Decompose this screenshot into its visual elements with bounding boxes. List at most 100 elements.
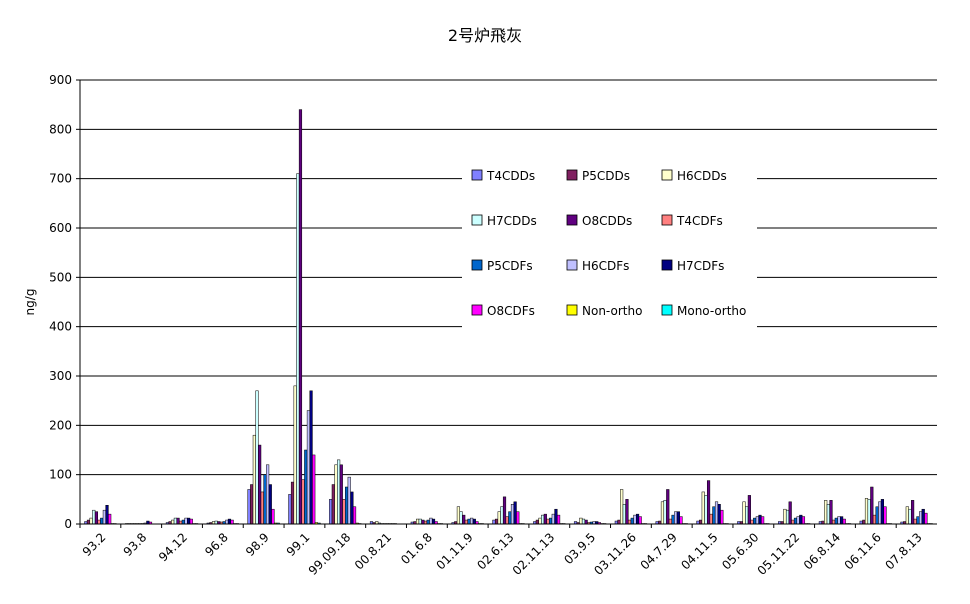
bar: [908, 508, 912, 525]
bar: [86, 519, 91, 525]
legend-label: P5CDFs: [487, 259, 533, 273]
bar: [546, 518, 550, 525]
bar: [620, 489, 624, 525]
bar: [337, 459, 341, 525]
bar: [508, 511, 512, 525]
bar: [108, 513, 112, 525]
x-tick-label: 04.11.5: [678, 530, 720, 572]
x-tick-label: 93.2: [80, 530, 109, 559]
bar: [247, 489, 251, 525]
bar: [625, 499, 629, 525]
x-tick-label: 02.11.13: [510, 530, 558, 578]
bar: [801, 516, 806, 525]
bar: [187, 517, 191, 525]
y-tick-label: 400: [49, 320, 72, 334]
bar: [92, 509, 96, 525]
bar: [339, 464, 343, 525]
bar: [230, 519, 234, 525]
legend-swatch: [566, 214, 578, 226]
bar: [630, 517, 634, 525]
bar: [747, 495, 751, 525]
bar: [513, 501, 517, 525]
y-tick-label: 500: [49, 270, 72, 284]
bar: [666, 489, 670, 525]
bar: [791, 519, 795, 525]
bar: [834, 517, 838, 525]
bar: [184, 517, 188, 525]
bar: [579, 517, 583, 525]
bar: [268, 484, 272, 525]
x-tick-label: 06.11.6: [842, 530, 884, 572]
bar: [750, 519, 754, 525]
bar: [510, 504, 515, 525]
bar: [181, 519, 185, 525]
bar: [635, 513, 640, 525]
bar: [266, 464, 270, 525]
legend-swatch: [661, 304, 673, 316]
legend-swatch: [471, 169, 483, 181]
bar: [832, 519, 836, 525]
legend-label: H6CDFs: [582, 259, 629, 273]
bar: [712, 506, 716, 525]
bar: [472, 518, 476, 525]
bar: [783, 508, 787, 525]
legend-label: Mono-ortho: [677, 304, 746, 318]
bar: [633, 514, 637, 525]
y-tick-label: 200: [49, 418, 72, 432]
bar: [304, 449, 308, 525]
x-tick-label: 94.12: [156, 530, 190, 564]
bar: [350, 491, 354, 525]
bar: [459, 511, 463, 525]
bar: [470, 517, 474, 525]
bar: [840, 516, 844, 525]
bar: [796, 516, 800, 525]
bar: [867, 499, 871, 525]
bar: [660, 501, 665, 525]
legend-swatch: [471, 214, 483, 226]
x-tick-label: 99.1: [284, 530, 313, 559]
bar: [706, 480, 711, 525]
bar: [541, 514, 545, 525]
x-tick-label: 03.9.5: [561, 530, 598, 567]
bar: [714, 501, 719, 525]
bar: [826, 504, 830, 525]
x-tick-label: 04.7.29: [638, 530, 680, 572]
x-tick-label: 93.8: [121, 530, 150, 559]
bar: [913, 518, 917, 525]
bar: [306, 410, 311, 525]
axes: [76, 79, 937, 528]
bar: [924, 512, 928, 525]
bar: [785, 509, 790, 525]
bar: [679, 516, 683, 525]
bar: [755, 516, 759, 525]
legend: T4CDDs P5CDDs H6CDDs H7CDDs O8CDDs T4CDFs P5CD…: [462, 158, 757, 334]
bar: [742, 501, 746, 525]
bar: [870, 486, 874, 525]
bar: [557, 514, 561, 525]
x-tick-label: 03.11.26: [591, 530, 639, 578]
bar: [502, 496, 507, 525]
bar: [100, 517, 104, 525]
legend-label: H7CDDs: [487, 214, 537, 228]
bar: [793, 517, 798, 525]
bar: [494, 518, 499, 525]
bar: [761, 516, 765, 525]
bar: [189, 518, 193, 525]
chart-title: 2号炉飛灰: [447, 26, 523, 45]
legend-swatch: [661, 259, 673, 271]
bar: [535, 519, 539, 525]
legend-label: T4CDDs: [486, 169, 535, 183]
bar: [431, 518, 436, 525]
bar: [331, 484, 335, 525]
x-tick-label: 07.8.13: [882, 530, 924, 572]
legend-swatch: [661, 169, 673, 181]
bar: [298, 109, 303, 525]
bar: [829, 500, 833, 525]
legend-label: O8CDDs: [582, 214, 632, 228]
bar: [549, 517, 553, 525]
bar: [671, 514, 675, 525]
bar: [911, 500, 915, 525]
x-tick-label: 00.8.21: [352, 530, 394, 572]
bar: [416, 518, 420, 525]
